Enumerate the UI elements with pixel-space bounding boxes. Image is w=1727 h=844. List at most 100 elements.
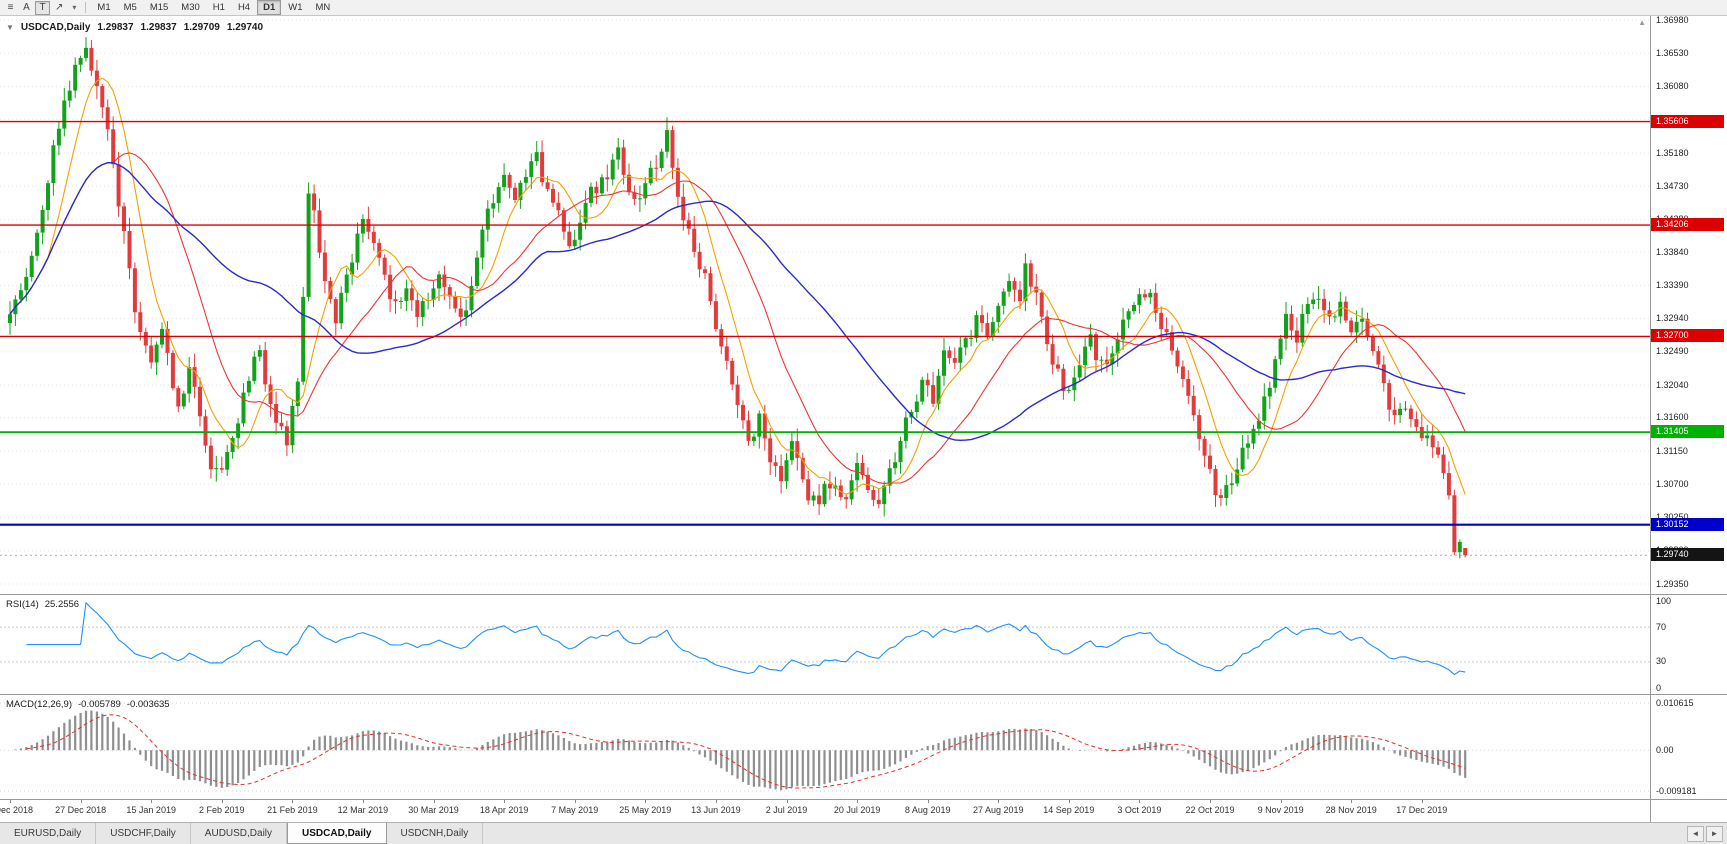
rsi-title: RSI(14) 25.2556 bbox=[6, 599, 79, 610]
date-tick bbox=[927, 800, 929, 803]
date-axis[interactable]: 8 Dec 2018 27 Dec 2018 15 Jan 2019 2 Feb 20… bbox=[0, 799, 1650, 822]
chart-column: ▼ USDCAD,Daily 1.29837 1.29837 1.29709 1… bbox=[0, 16, 1650, 822]
draw-tools-dropdown-icon[interactable]: ▾ bbox=[72, 3, 77, 12]
price-tick-label: 1.34730 bbox=[1656, 180, 1689, 191]
date-tick bbox=[362, 800, 364, 803]
date-label: 15 Jan 2019 bbox=[126, 805, 176, 815]
date-label: 2 Jul 2019 bbox=[765, 805, 808, 815]
macd-axis[interactable]: 0.010615 0.00 -0.009181 bbox=[1651, 694, 1727, 799]
timeframe-button-w1[interactable]: W1 bbox=[288, 2, 303, 13]
date-label: 12 Mar 2019 bbox=[337, 805, 389, 815]
macd-indicator-name: MACD(12,26,9) bbox=[6, 699, 72, 710]
price-axis[interactable]: 1.369801.365301.360801.356301.351801.347… bbox=[1650, 16, 1727, 822]
timeframe-button-m5[interactable]: M5 bbox=[123, 2, 137, 13]
level-price-label: 1.31405 bbox=[1651, 425, 1724, 439]
date-label: 13 Jun 2019 bbox=[691, 805, 741, 815]
date-label: 8 Aug 2019 bbox=[904, 805, 951, 815]
timeframe-button-h4[interactable]: H4 bbox=[237, 2, 251, 13]
price-axis-main[interactable]: 1.369801.365301.360801.356301.351801.347… bbox=[1651, 16, 1727, 594]
cursor-tool-button[interactable]: A bbox=[23, 2, 30, 13]
price-chart-pane[interactable]: ▼ USDCAD,Daily 1.29837 1.29837 1.29709 1… bbox=[0, 16, 1650, 594]
date-label: 7 May 2019 bbox=[551, 805, 599, 815]
date-tick bbox=[10, 800, 11, 803]
ohlc-open: 1.29837 bbox=[97, 22, 134, 33]
candlestick-chart[interactable] bbox=[0, 16, 1650, 594]
date-tick bbox=[433, 800, 435, 803]
rsi-axis[interactable]: 100 70 30 0 bbox=[1651, 594, 1727, 694]
chart-tab-eurusd[interactable]: EURUSD,Daily bbox=[0, 823, 97, 844]
timeframe-button-m1[interactable]: M1 bbox=[97, 2, 111, 13]
date-tick bbox=[1210, 800, 1211, 803]
level-price-label: 1.35606 bbox=[1651, 114, 1724, 128]
macd-value-main: -0.005789 bbox=[78, 699, 121, 710]
level-price-label: 1.34206 bbox=[1651, 218, 1724, 232]
ohlc-high: 1.29837 bbox=[140, 22, 177, 33]
date-tick bbox=[1068, 800, 1070, 803]
date-tick bbox=[80, 800, 82, 803]
price-tick-label: 1.32490 bbox=[1656, 346, 1689, 357]
date-label: 21 Feb 2019 bbox=[267, 805, 318, 815]
rsi-plot bbox=[0, 595, 1650, 694]
date-tick bbox=[715, 800, 717, 803]
tabs-scroll-left-button[interactable]: ◄ bbox=[1687, 825, 1704, 842]
rsi-tick-label: 0 bbox=[1656, 682, 1662, 693]
date-tick bbox=[645, 800, 647, 803]
rsi-pane[interactable]: RSI(14) 25.2556 bbox=[0, 594, 1650, 694]
level-price-label: 1.30152 bbox=[1651, 517, 1724, 531]
date-label: 8 Dec 2018 bbox=[0, 805, 34, 815]
date-tick bbox=[1280, 800, 1282, 803]
date-tick bbox=[857, 800, 859, 803]
current-price-label: 1.29740 bbox=[1651, 548, 1724, 562]
macd-value-signal: -0.003635 bbox=[126, 699, 170, 710]
ohlc-close: 1.29740 bbox=[226, 22, 264, 33]
date-label: 18 Apr 2019 bbox=[479, 805, 529, 815]
date-label: 9 Nov 2019 bbox=[1257, 805, 1304, 815]
scroll-up-icon[interactable]: ▲ bbox=[1638, 18, 1646, 27]
price-tick-label: 1.30700 bbox=[1656, 478, 1689, 489]
date-label: 27 Aug 2019 bbox=[973, 805, 1024, 815]
chart-tab-usdchf[interactable]: USDCHF,Daily bbox=[96, 823, 191, 844]
price-tick-label: 1.31150 bbox=[1656, 445, 1688, 456]
price-tick-label: 1.33390 bbox=[1656, 279, 1689, 290]
macd-tick-label: -0.009181 bbox=[1656, 785, 1697, 796]
chart-tabs: EURUSD,Daily USDCHF,Daily AUDUSD,Daily USDC… bbox=[0, 823, 484, 844]
price-tick-label: 1.33840 bbox=[1656, 246, 1689, 257]
timeframe-button-mn[interactable]: MN bbox=[315, 2, 331, 13]
chart-workspace: ▼ USDCAD,Daily 1.29837 1.29837 1.29709 1… bbox=[0, 16, 1727, 822]
macd-pane[interactable]: MACD(12,26,9) -0.005789 -0.003635 bbox=[0, 694, 1650, 799]
tab-scroll-controls: ◄ ► bbox=[1683, 823, 1727, 844]
timeframe-button-h1[interactable]: H1 bbox=[212, 2, 225, 13]
chart-tab-usdcad[interactable]: USDCAD,Daily bbox=[287, 823, 387, 844]
date-tick bbox=[998, 800, 1000, 803]
price-tick-label: 1.35180 bbox=[1656, 147, 1689, 158]
date-tick bbox=[786, 800, 788, 803]
chart-tabbar: EURUSD,Daily USDCHF,Daily AUDUSD,Daily USDC… bbox=[0, 822, 1727, 844]
chart-title: ▼ USDCAD,Daily 1.29837 1.29837 1.29709 1… bbox=[6, 22, 263, 33]
tabs-scroll-right-button[interactable]: ► bbox=[1706, 825, 1723, 842]
chart-tab-audusd[interactable]: AUDUSD,Daily bbox=[191, 823, 288, 844]
chart-tab-usdcnh[interactable]: USDCNH,Daily bbox=[387, 823, 484, 844]
window-list-icon[interactable]: ≡ bbox=[7, 2, 14, 13]
date-label: 30 Mar 2019 bbox=[408, 805, 459, 815]
draw-arrow-tool-button[interactable]: ↗ bbox=[55, 2, 64, 13]
timeframe-button-m30[interactable]: M30 bbox=[181, 2, 200, 13]
date-tick bbox=[1421, 800, 1423, 803]
rsi-tick-label: 70 bbox=[1656, 621, 1667, 632]
timeframe-button-d1[interactable]: D1 bbox=[257, 0, 282, 15]
timeframe-group: M1 M5 M15 M30 H1 H4 D1 W1 MN bbox=[91, 0, 336, 15]
date-tick bbox=[1139, 800, 1141, 803]
axis-corner bbox=[1651, 799, 1727, 822]
toolbar: ≡ A T ↗ ▾ M1 M5 M15 M30 H1 H4 D1 W1 MN bbox=[0, 0, 1727, 16]
toolbar-separator bbox=[85, 2, 87, 13]
price-tick-label: 1.32040 bbox=[1656, 379, 1689, 390]
macd-plot bbox=[0, 695, 1650, 799]
date-label: 14 Sep 2019 bbox=[1043, 805, 1095, 815]
date-label: 22 Oct 2019 bbox=[1185, 805, 1235, 815]
date-label: 2 Feb 2019 bbox=[199, 805, 245, 815]
date-label: 20 Jul 2019 bbox=[833, 805, 881, 815]
ohlc-low: 1.29709 bbox=[183, 22, 220, 33]
timeframe-button-m15[interactable]: M15 bbox=[149, 2, 169, 13]
text-tool-button[interactable]: T bbox=[35, 0, 50, 15]
price-tick-label: 1.29350 bbox=[1656, 578, 1689, 589]
collapse-icon[interactable]: ▼ bbox=[6, 23, 14, 32]
